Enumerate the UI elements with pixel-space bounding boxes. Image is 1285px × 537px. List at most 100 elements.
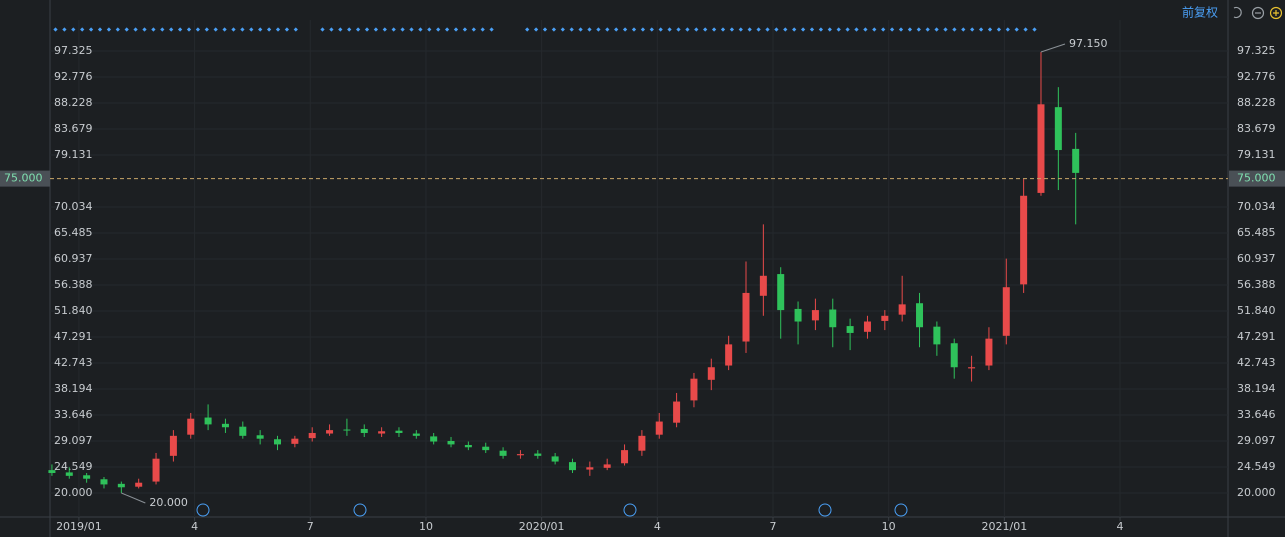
event-dot xyxy=(160,27,165,32)
event-dot xyxy=(240,27,245,32)
toolbar-icons xyxy=(1233,6,1283,20)
event-dot xyxy=(186,27,192,32)
candle-body xyxy=(1054,107,1062,151)
candle-body xyxy=(621,450,629,464)
candle-body xyxy=(378,431,386,434)
annotation-label: 20.000 xyxy=(149,496,188,509)
y-tick-label: 65.485 xyxy=(1237,226,1276,239)
candle-body xyxy=(152,458,160,482)
candle-body xyxy=(863,321,871,332)
candle-body xyxy=(274,439,282,445)
event-marker[interactable] xyxy=(818,503,832,517)
crosshair-label: 75.000 xyxy=(4,172,43,185)
y-tick-label: 60.937 xyxy=(1237,252,1276,265)
x-tick-label: 2019/01 xyxy=(56,520,102,533)
y-tick-label: 29.097 xyxy=(54,434,93,447)
event-dot xyxy=(195,27,201,32)
candle-body xyxy=(1002,287,1010,336)
y-tick-label: 20.000 xyxy=(1237,486,1276,499)
y-tick-label: 29.097 xyxy=(1237,434,1276,447)
candle-body xyxy=(638,435,646,451)
event-dot xyxy=(142,27,147,32)
event-marker[interactable] xyxy=(353,503,367,517)
candle-body xyxy=(898,304,906,315)
event-dot xyxy=(177,27,183,32)
adjust-button[interactable]: 前复权 xyxy=(1182,5,1218,20)
event-dot xyxy=(106,27,112,32)
candle-body xyxy=(707,367,715,380)
candle-body xyxy=(117,483,125,488)
y-tick-label: 56.388 xyxy=(54,278,93,291)
candle-body xyxy=(499,450,507,456)
candle-body xyxy=(65,472,73,476)
y-tick-label: 38.194 xyxy=(54,382,93,395)
y-tick-label: 33.646 xyxy=(1237,408,1276,421)
x-tick-label: 4 xyxy=(191,520,198,533)
zoom-out-icon[interactable] xyxy=(1251,6,1265,20)
y-tick-label: 83.679 xyxy=(54,122,93,135)
candle-body xyxy=(933,326,941,345)
event-dot xyxy=(115,27,120,32)
candle-body xyxy=(360,428,368,433)
y-tick-label: 97.325 xyxy=(1237,44,1276,57)
event-dot xyxy=(249,27,254,32)
undo-icon[interactable] xyxy=(1233,6,1242,19)
candle-body xyxy=(690,378,698,401)
x-tick-label: 10 xyxy=(882,520,896,533)
y-tick-label: 92.776 xyxy=(1237,70,1276,83)
candle-body xyxy=(187,418,195,435)
annotation-label: 97.150 xyxy=(1069,37,1108,50)
y-tick-label: 42.743 xyxy=(54,356,93,369)
event-marker[interactable] xyxy=(894,503,908,517)
y-tick-label: 97.325 xyxy=(54,44,93,57)
candle-body xyxy=(135,482,143,487)
y-tick-label: 24.549 xyxy=(54,460,93,473)
event-dot xyxy=(124,27,129,32)
event-dot xyxy=(204,27,209,32)
y-tick-label: 60.937 xyxy=(54,252,93,265)
y-tick-label: 79.131 xyxy=(1237,148,1276,161)
event-dot xyxy=(169,27,174,32)
crosshair-label: 75.000 xyxy=(1237,172,1276,185)
candle-body xyxy=(395,430,403,433)
candle-body xyxy=(534,453,542,456)
event-dot xyxy=(213,27,218,32)
event-marker[interactable] xyxy=(196,503,210,517)
event-marker[interactable] xyxy=(623,503,637,517)
event-dot xyxy=(53,27,58,32)
x-tick-label: 4 xyxy=(1117,520,1124,533)
y-tick-label: 56.388 xyxy=(1237,278,1276,291)
candle-body xyxy=(829,309,837,328)
event-dot xyxy=(62,27,67,32)
y-tick-label: 92.776 xyxy=(54,70,93,83)
candle-body xyxy=(603,464,611,468)
candle-body xyxy=(985,338,993,366)
y-tick-label: 51.840 xyxy=(54,304,93,317)
y-tick-label: 70.034 xyxy=(54,200,93,213)
candle-body xyxy=(48,470,56,473)
candle-body xyxy=(308,432,316,439)
candle-body xyxy=(673,401,681,423)
y-tick-label: 79.131 xyxy=(54,148,93,161)
candle-body xyxy=(968,367,976,369)
candle-body xyxy=(759,275,767,296)
candle-body xyxy=(881,315,889,321)
x-tick-label: 2020/01 xyxy=(519,520,565,533)
candle-body xyxy=(169,435,177,456)
candle-body xyxy=(221,423,229,428)
y-tick-label: 88.228 xyxy=(1237,96,1276,109)
candle-body xyxy=(1020,195,1028,285)
candle-body xyxy=(412,433,420,436)
candle-body xyxy=(950,343,958,368)
event-dot xyxy=(222,27,227,32)
x-tick-label: 10 xyxy=(419,520,433,533)
y-tick-label: 47.291 xyxy=(54,330,93,343)
zoom-in-icon[interactable] xyxy=(1269,6,1283,20)
zoom-in-plus xyxy=(1273,10,1279,16)
candle-body xyxy=(725,344,733,366)
x-tick-label: 7 xyxy=(769,520,776,533)
event-dot xyxy=(71,27,76,32)
y-tick-label: 88.228 xyxy=(54,96,93,109)
